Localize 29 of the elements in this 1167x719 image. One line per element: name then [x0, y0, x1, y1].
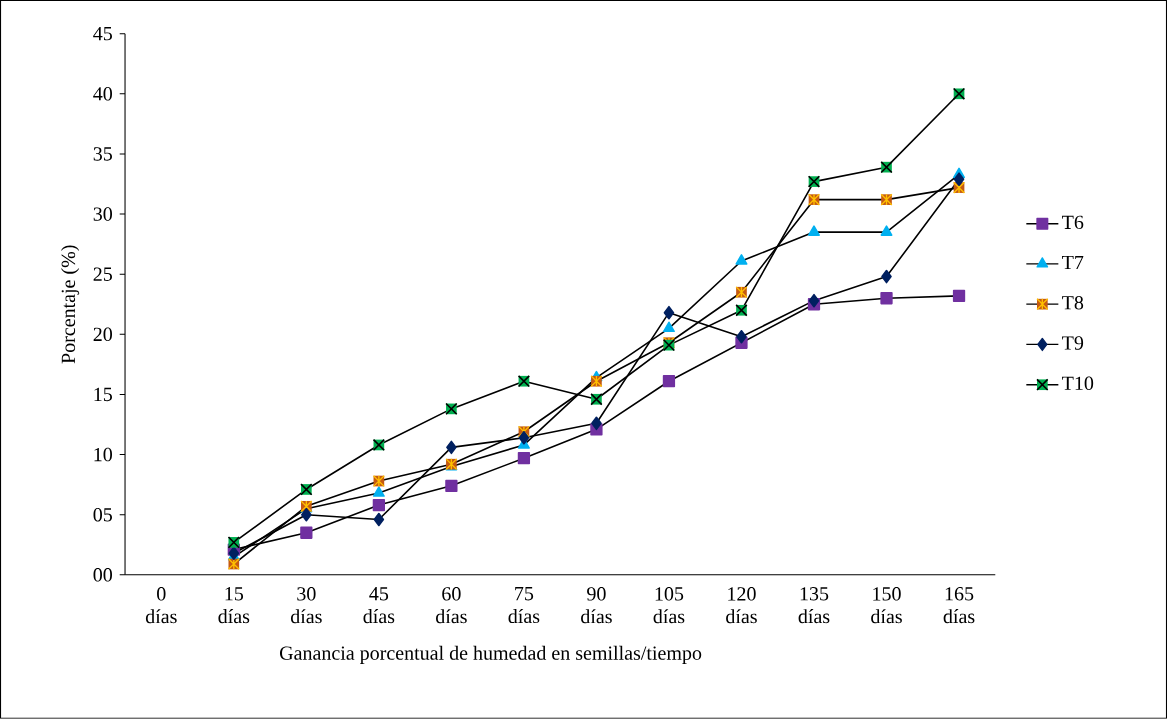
legend-label: T6: [1062, 215, 1084, 230]
y-axis-title: Porcentaje (%): [61, 245, 80, 364]
x-tick-label: 105 días: [653, 587, 685, 624]
legend-label: T8: [1062, 296, 1084, 310]
y-tick-label: 00: [93, 568, 113, 582]
y-tick-label: 35: [93, 147, 112, 161]
x-tick-label: 0 días: [145, 587, 177, 624]
legend-label: T7: [1062, 255, 1084, 270]
x-tick-label: 90 días: [581, 587, 612, 624]
y-tick-label: 45: [93, 27, 112, 41]
y-tick-label: 05: [93, 508, 112, 522]
x-tick-label: 30 días: [290, 587, 322, 624]
y-tick-label: 20: [93, 327, 113, 342]
y-tick-label: 25: [93, 267, 112, 281]
x-tick-label: 150 días: [871, 587, 902, 624]
x-tick-label: 15 días: [218, 587, 250, 624]
legend-label: T10: [1062, 376, 1094, 391]
x-tick-label: 120 días: [726, 587, 757, 624]
legend-label: T9: [1062, 336, 1084, 350]
x-tick-label: 165 días: [943, 587, 975, 624]
y-tick-label: 15: [94, 387, 112, 402]
y-tick-label: 40: [93, 87, 113, 101]
x-axis-title: Ganancia porcentual de humedad en semillas/tiempo: [279, 645, 702, 664]
x-tick-label: 45 días: [363, 587, 395, 624]
x-tick-label: 135 días: [798, 587, 830, 624]
y-tick-label: 10: [94, 447, 113, 462]
y-tick-label: 30: [93, 207, 113, 221]
x-tick-label: 75 días: [508, 587, 540, 624]
x-tick-label: 60 días: [436, 587, 467, 624]
